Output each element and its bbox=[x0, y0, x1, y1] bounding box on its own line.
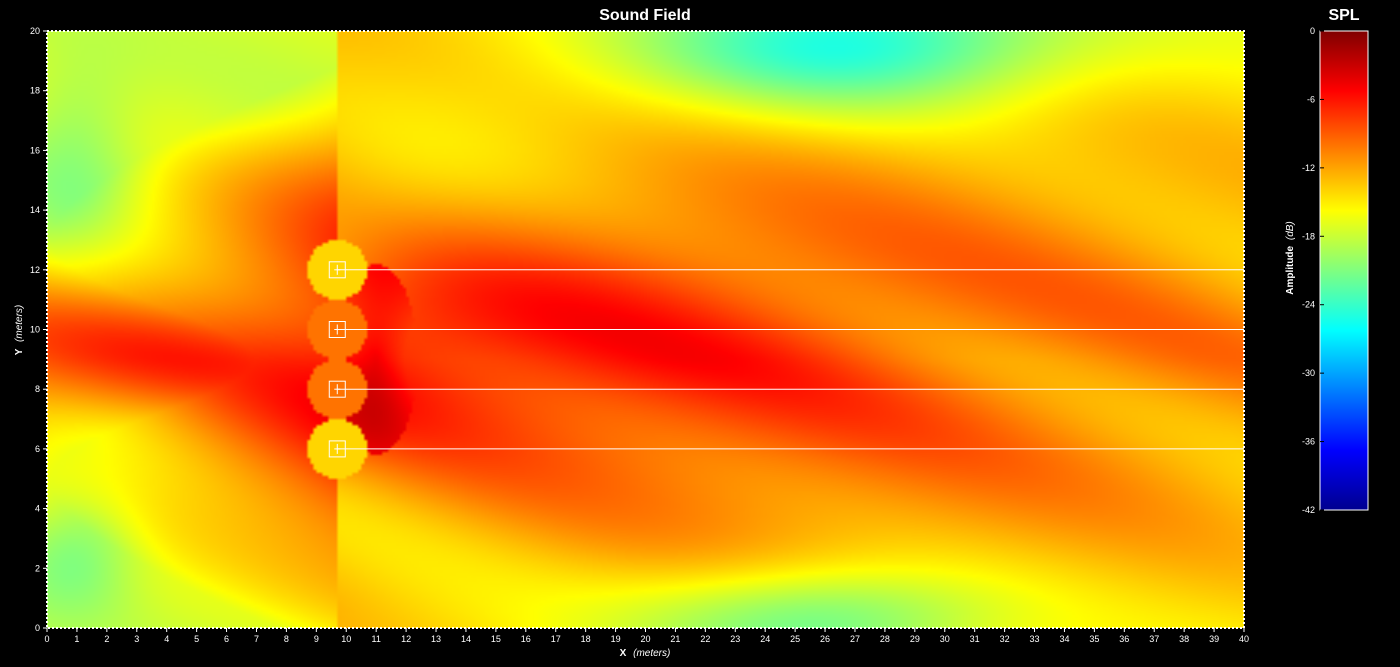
plot-area bbox=[46, 30, 1245, 629]
y-tick-label: 0 bbox=[35, 623, 40, 633]
y-tick-label: 10 bbox=[30, 325, 40, 335]
colorbar-tick-label: -42 bbox=[1302, 505, 1315, 515]
y-tick-label: 8 bbox=[35, 384, 40, 394]
colorbar-ticks: 0 -6 -12 -18 -24 -30 -36 -42 bbox=[1302, 26, 1324, 515]
x-axis-label-unit: (meters) bbox=[633, 648, 670, 659]
chart-title: Sound Field bbox=[599, 7, 691, 24]
speaker-source bbox=[328, 321, 346, 338]
x-tick-label: 36 bbox=[1119, 634, 1129, 644]
colorbar-gradient bbox=[1319, 30, 1369, 511]
x-tick-label: 19 bbox=[611, 634, 621, 644]
colorbar-label: Amplitude (dB) bbox=[1285, 221, 1296, 295]
x-tick-label: 21 bbox=[670, 634, 680, 644]
colorbar-tick-label: -24 bbox=[1302, 300, 1315, 310]
y-tick-label: 14 bbox=[30, 205, 40, 215]
x-tick-label: 13 bbox=[431, 634, 441, 644]
x-tick-label: 27 bbox=[850, 634, 860, 644]
x-tick-label: 11 bbox=[372, 634, 381, 644]
colorbar-tick-label: 0 bbox=[1310, 26, 1315, 36]
colorbar-tick-label: -30 bbox=[1302, 368, 1315, 378]
colorbar-label-unit: (dB) bbox=[1285, 221, 1296, 240]
x-tick-label: 2 bbox=[104, 634, 109, 644]
y-tick-label: 2 bbox=[35, 563, 40, 573]
x-tick-label: 20 bbox=[640, 634, 650, 644]
x-axis-label: X (meters) bbox=[620, 648, 671, 659]
colorbar-title: SPL bbox=[1328, 7, 1359, 24]
x-tick-label: 9 bbox=[314, 634, 319, 644]
speaker-source bbox=[328, 440, 346, 458]
x-axis-ticks: 0 1 2 3 4 5 6 7 8 9 10 11 12 13 14 15 16 17 18 19 20 21 22 23 24… bbox=[44, 628, 1249, 644]
y-axis-label-unit: (meters) bbox=[14, 305, 25, 342]
x-tick-label: 25 bbox=[790, 634, 800, 644]
x-tick-label: 31 bbox=[970, 634, 980, 644]
x-tick-label: 22 bbox=[700, 634, 710, 644]
speaker-source bbox=[328, 261, 346, 279]
y-axis-label: Y (meters) bbox=[14, 305, 25, 356]
y-axis-label-text: Y bbox=[14, 348, 25, 355]
x-tick-label: 10 bbox=[341, 634, 351, 644]
speaker-box bbox=[328, 440, 346, 458]
y-tick-label: 6 bbox=[35, 444, 40, 454]
x-tick-label: 6 bbox=[224, 634, 229, 644]
x-tick-label: 26 bbox=[820, 634, 830, 644]
speaker-box bbox=[328, 261, 346, 279]
x-tick-label: 0 bbox=[44, 634, 49, 644]
x-tick-label: 17 bbox=[551, 634, 561, 644]
colorbar-tick-label: -18 bbox=[1302, 231, 1315, 241]
y-axis-ticks: 0 2 4 6 8 10 12 14 16 18 20 bbox=[30, 26, 47, 633]
x-tick-label: 37 bbox=[1149, 634, 1159, 644]
speaker-source bbox=[328, 380, 346, 398]
colorbar: SPL 0 -6 -12 -18 -24 -30 -36 -42 Amplitude (dB) bbox=[1285, 7, 1369, 515]
x-tick-label: 30 bbox=[940, 634, 950, 644]
beam-lines bbox=[337, 269, 1244, 450]
x-tick-label: 3 bbox=[134, 634, 139, 644]
x-tick-label: 33 bbox=[1030, 634, 1040, 644]
x-tick-label: 39 bbox=[1209, 634, 1219, 644]
x-tick-label: 5 bbox=[194, 634, 199, 644]
y-tick-label: 18 bbox=[30, 86, 40, 96]
x-tick-label: 23 bbox=[730, 634, 740, 644]
x-tick-label: 7 bbox=[254, 634, 259, 644]
colorbar-tick-label: -36 bbox=[1302, 437, 1315, 447]
y-tick-label: 20 bbox=[30, 26, 40, 36]
y-tick-label: 4 bbox=[35, 504, 40, 514]
x-tick-label: 12 bbox=[401, 634, 411, 644]
x-tick-label: 34 bbox=[1059, 634, 1069, 644]
speaker-box bbox=[328, 380, 346, 398]
y-tick-label: 12 bbox=[30, 265, 40, 275]
x-tick-label: 16 bbox=[521, 634, 531, 644]
x-axis-label-text: X bbox=[620, 648, 627, 659]
x-tick-label: 4 bbox=[164, 634, 169, 644]
x-tick-label: 29 bbox=[910, 634, 920, 644]
speaker-box bbox=[328, 321, 346, 338]
colorbar-tick-label: -6 bbox=[1307, 94, 1315, 104]
x-tick-label: 35 bbox=[1089, 634, 1099, 644]
x-tick-label: 28 bbox=[880, 634, 890, 644]
x-tick-label: 40 bbox=[1239, 634, 1249, 644]
x-tick-label: 18 bbox=[581, 634, 591, 644]
colorbar-tick-label: -12 bbox=[1302, 163, 1315, 173]
x-tick-label: 38 bbox=[1179, 634, 1189, 644]
x-tick-label: 1 bbox=[74, 634, 79, 644]
colorbar-label-text: Amplitude bbox=[1285, 245, 1296, 294]
x-tick-label: 14 bbox=[461, 634, 471, 644]
speaker-sources bbox=[328, 261, 346, 458]
x-tick-label: 32 bbox=[1000, 634, 1010, 644]
x-tick-label: 24 bbox=[760, 634, 770, 644]
y-tick-label: 16 bbox=[30, 145, 40, 155]
x-tick-label: 8 bbox=[284, 634, 289, 644]
x-tick-label: 15 bbox=[491, 634, 501, 644]
